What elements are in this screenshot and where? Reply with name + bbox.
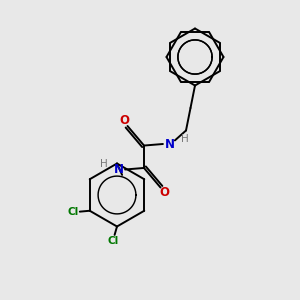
Text: Cl: Cl [68,207,79,217]
Text: H: H [181,134,188,144]
Text: O: O [159,186,169,200]
Text: O: O [119,114,129,127]
Text: N: N [113,163,124,176]
Text: Cl: Cl [108,236,119,247]
Text: H: H [100,159,107,169]
Text: N: N [164,137,175,151]
